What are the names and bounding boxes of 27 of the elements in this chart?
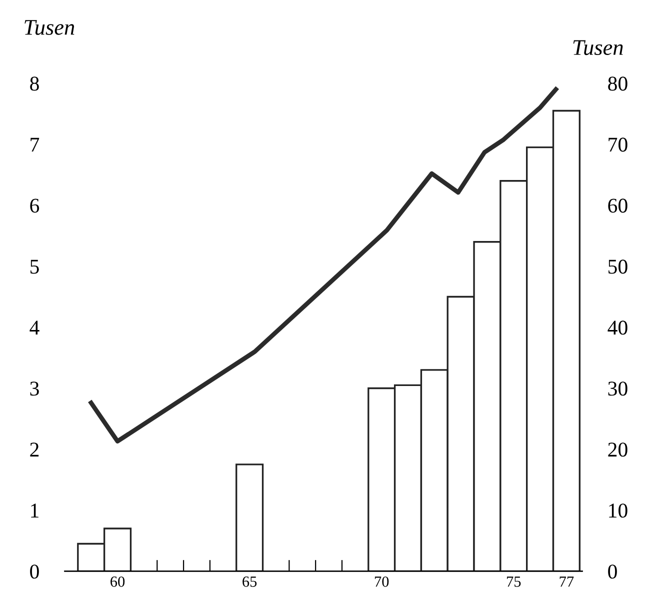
x-tick-label: 77: [560, 576, 574, 587]
y2-tick-label: 80: [608, 76, 628, 91]
y2-tick-label: 20: [608, 442, 628, 457]
y2-axis-title: Tusen: [573, 40, 623, 56]
y-tick-label: 2: [30, 442, 39, 456]
y2-tick-label: 30: [608, 382, 628, 396]
x-tick-label: 60: [110, 576, 125, 587]
y2-tick-label: 10: [609, 504, 628, 518]
y2-tick-label: 0: [608, 564, 617, 579]
x-tick-label: 70: [374, 576, 389, 587]
y-tick-label: 3: [30, 382, 39, 396]
bar: [236, 464, 264, 572]
y2-tick-label: 60: [608, 198, 628, 213]
y2-tick-label: 50: [608, 260, 628, 274]
y-tick-label: 6: [30, 198, 40, 213]
y-tick-label: 4: [30, 320, 40, 334]
y-tick-label: 0: [30, 564, 39, 579]
y-tick-label: 5: [30, 260, 39, 274]
line-series: [88, 87, 558, 444]
y2-tick-label: 40: [608, 320, 628, 335]
y-tick-label: 7: [30, 138, 40, 152]
x-tick-label: 65: [242, 576, 257, 587]
y-tick-label: 1: [31, 504, 38, 518]
x-tick-label: 75: [507, 576, 521, 587]
y2-tick-label: 70: [608, 138, 628, 152]
y-axis-title: Tusen: [24, 20, 74, 35]
y-tick-label: 8: [30, 76, 39, 91]
